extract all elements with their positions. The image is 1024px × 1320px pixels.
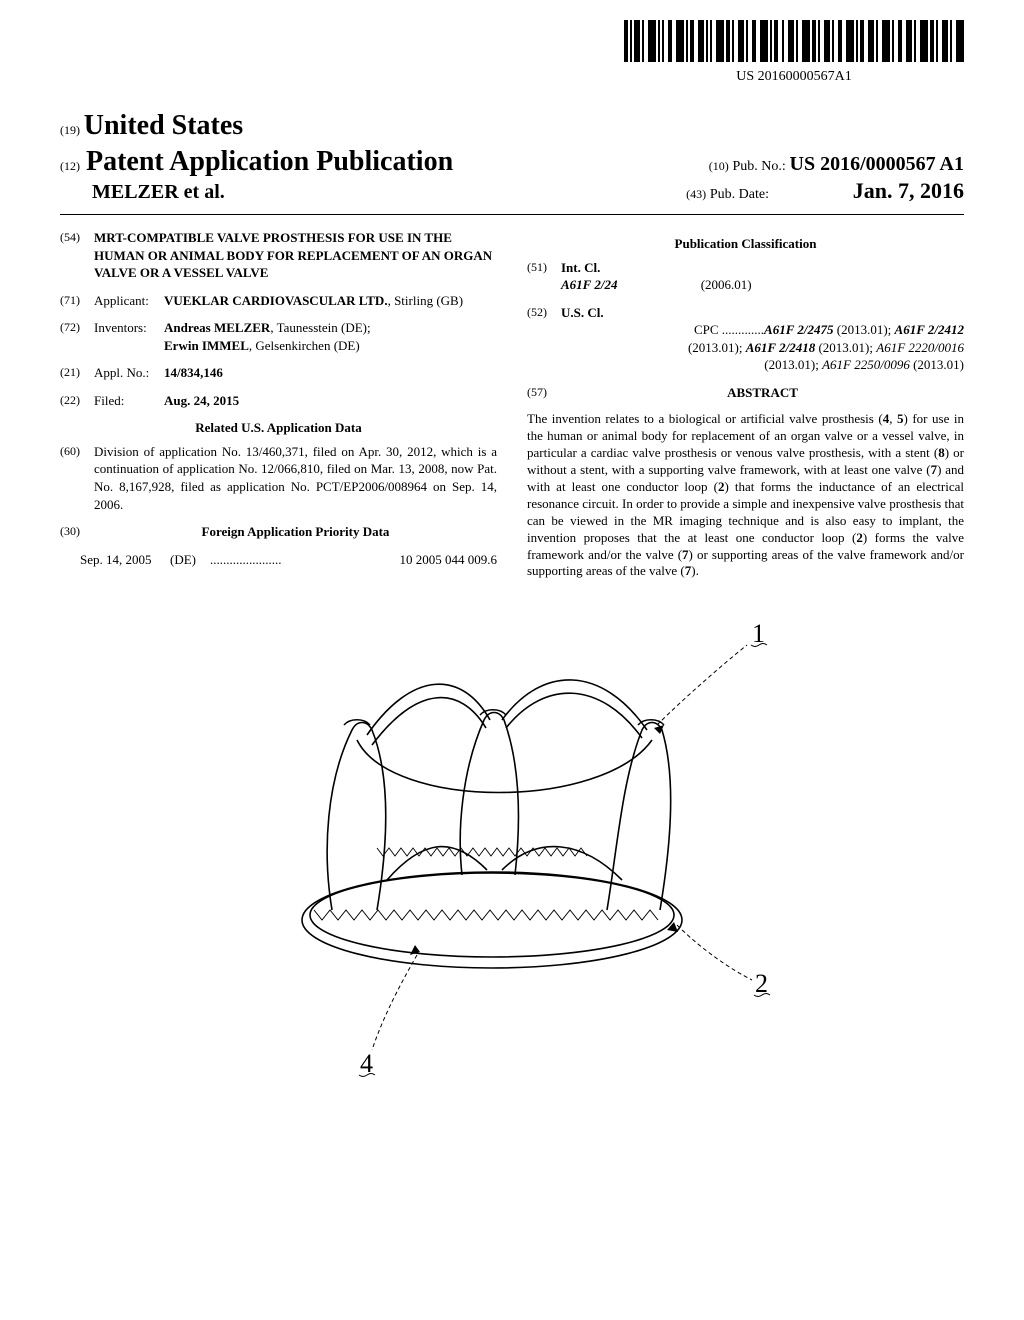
f30-date: Sep. 14, 2005 <box>80 551 170 569</box>
cpc-1b: (2013.01); <box>834 322 895 337</box>
pub-type: Patent Application Publication <box>86 146 453 178</box>
f71-loc: , Stirling (GB) <box>388 293 463 308</box>
field-52: (52) U.S. Cl. CPC .............A61F 2/24… <box>527 304 964 374</box>
f52-block: U.S. Cl. CPC .............A61F 2/2475 (2… <box>561 304 964 374</box>
f21-label: Appl. No.: <box>94 364 164 382</box>
field-22: (22) Filed: Aug. 24, 2015 <box>60 392 497 410</box>
f22-label: Filed: <box>94 392 164 410</box>
f51-year: (2006.01) <box>701 277 752 292</box>
abs-p1: The invention relates to a biological or… <box>527 411 883 426</box>
abs-p9: ). <box>691 563 699 578</box>
right-column: Publication Classification (51) Int. Cl.… <box>527 229 964 580</box>
f30-val: 10 2005 044 009.6 <box>400 551 498 569</box>
abs-p2: , <box>889 411 897 426</box>
field-54: (54) MRT-COMPATIBLE VALVE PROSTHESIS FOR… <box>60 229 497 282</box>
cpc-l: CPC ............. <box>694 322 764 337</box>
f21-num: (21) <box>60 364 94 382</box>
f72-val: Andreas MELZER, Taunesstein (DE); Erwin … <box>164 319 497 354</box>
cpc-1c: A61F 2/2412 <box>895 322 964 337</box>
pubno-num: (10) <box>709 159 729 173</box>
f72-loc1: , Taunesstein (DE); <box>270 320 370 335</box>
cpc-3a: (2013.01); <box>764 357 822 372</box>
field-30-data: Sep. 14, 2005 (DE) .....................… <box>60 551 497 569</box>
patent-figure: 1 2 4 <box>222 610 802 1090</box>
field-72: (72) Inventors: Andreas MELZER, Taunesst… <box>60 319 497 354</box>
f52-num: (52) <box>527 304 561 374</box>
country-name: United States <box>84 110 243 141</box>
f71-name: VUEKLAR CARDIOVASCULAR LTD. <box>164 293 388 308</box>
pubdate-num: (43) <box>686 187 706 201</box>
f71-num: (71) <box>60 292 94 310</box>
header-block: (19) United States (12) Patent Applicati… <box>60 110 964 204</box>
cpc-3b: A61F 2250/0096 <box>822 357 910 372</box>
pubdate-block: (43) Pub. Date: Jan. 7, 2016 <box>686 178 964 204</box>
cpc-lines: CPC .............A61F 2/2475 (2013.01); … <box>561 321 964 374</box>
pubno-val: US 2016/0000567 A1 <box>790 153 964 175</box>
country-num: (19) <box>60 123 80 137</box>
cpc-3c: (2013.01) <box>910 357 964 372</box>
divider <box>60 214 964 215</box>
barcode-svg <box>624 20 964 62</box>
f72-num: (72) <box>60 319 94 354</box>
f51-block: Int. Cl. A61F 2/24 (2006.01) <box>561 259 964 294</box>
cpc-2a: (2013.01); <box>688 340 746 355</box>
cpc-2b: A61F 2/2418 <box>746 340 815 355</box>
f51-label: Int. Cl. <box>561 260 600 275</box>
barcode-text: US 20160000567A1 <box>624 69 964 85</box>
pub-type-block: (12) Patent Application Publication <box>60 146 453 178</box>
f30-country: (DE) <box>170 551 210 569</box>
f60-num: (60) <box>60 443 94 513</box>
f54-num: (54) <box>60 229 94 282</box>
f30-dots: ...................... <box>210 551 400 569</box>
pub-line: (12) Patent Application Publication (10)… <box>60 146 964 178</box>
pubdate-val: Jan. 7, 2016 <box>853 178 964 203</box>
authors-line: MELZER et al. (43) Pub. Date: Jan. 7, 20… <box>60 178 964 204</box>
f60-val: Division of application No. 13/460,371, … <box>94 443 497 513</box>
field-57: (57) ABSTRACT <box>527 384 964 402</box>
f57-label: ABSTRACT <box>561 384 964 402</box>
field-60: (60) Division of application No. 13/460,… <box>60 443 497 513</box>
pubclass-head: Publication Classification <box>527 235 964 253</box>
f22-val: Aug. 24, 2015 <box>164 392 497 410</box>
f72-label: Inventors: <box>94 319 164 354</box>
field-21: (21) Appl. No.: 14/834,146 <box>60 364 497 382</box>
f71-label: Applicant: <box>94 292 164 310</box>
related-head: Related U.S. Application Data <box>60 419 497 437</box>
f72-name1: Andreas MELZER <box>164 320 270 335</box>
field-30-head: (30) Foreign Application Priority Data <box>60 523 497 541</box>
columns: (54) MRT-COMPATIBLE VALVE PROSTHESIS FOR… <box>60 229 964 580</box>
f51-num: (51) <box>527 259 561 294</box>
f71-val: VUEKLAR CARDIOVASCULAR LTD., Stirling (G… <box>164 292 497 310</box>
country-line: (19) United States <box>60 110 964 142</box>
pubdate-label: Pub. Date: <box>710 187 769 202</box>
f21-val: 14/834,146 <box>164 364 497 382</box>
f72-name2: Erwin IMMEL <box>164 338 249 353</box>
cpc-2d: A61F 2220/0016 <box>876 340 964 355</box>
cpc-1a: A61F 2/2475 <box>764 322 833 337</box>
authors: MELZER et al. <box>60 181 225 204</box>
pubno-label: Pub. No.: <box>732 159 785 174</box>
field-51: (51) Int. Cl. A61F 2/24 (2006.01) <box>527 259 964 294</box>
barcode-block: US 20160000567A1 <box>624 20 964 85</box>
field-71: (71) Applicant: VUEKLAR CARDIOVASCULAR L… <box>60 292 497 310</box>
abstract-body: The invention relates to a biological or… <box>527 411 964 580</box>
f22-num: (22) <box>60 392 94 410</box>
f51-code: A61F 2/24 <box>561 277 617 292</box>
f52-label: U.S. Cl. <box>561 305 604 320</box>
pub-type-num: (12) <box>60 159 80 174</box>
f72-loc2: , Gelsenkirchen (DE) <box>249 338 360 353</box>
figure-area: 1 2 4 <box>60 610 964 1095</box>
f54-val: MRT-COMPATIBLE VALVE PROSTHESIS FOR USE … <box>94 229 497 282</box>
f30-head: Foreign Application Priority Data <box>94 523 497 541</box>
left-column: (54) MRT-COMPATIBLE VALVE PROSTHESIS FOR… <box>60 229 497 580</box>
f57-num: (57) <box>527 384 561 402</box>
cpc-2c: (2013.01); <box>815 340 876 355</box>
f30-num: (30) <box>60 523 94 541</box>
pubno-block: (10) Pub. No.: US 2016/0000567 A1 <box>709 153 964 176</box>
